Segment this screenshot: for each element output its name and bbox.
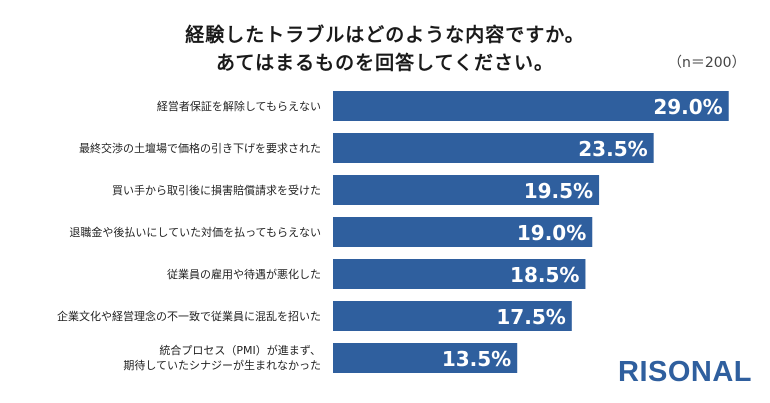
category-label: 経営者保証を解除してもらえない <box>157 99 321 113</box>
category-label: 退職金や後払いにしていた対価を払ってもらえない <box>69 225 321 239</box>
category-label: 企業文化や経営理念の不一致で従業員に混乱を招いた <box>57 309 321 323</box>
bar <box>333 259 586 289</box>
risonal-logo: RISONAL <box>618 356 752 388</box>
category-label: 期待していたシナジーが生まれなかった <box>123 358 321 372</box>
bar <box>333 133 654 163</box>
category-label: 最終交渉の土壇場で価格の引き下げを要求された <box>79 141 321 155</box>
chart-title-line-1: 経験したトラブルはどのような内容ですか。 <box>185 24 585 46</box>
category-label: 統合プロセス（PMI）が進まず、 <box>159 343 321 357</box>
category-label: 従業員の雇用や待遇が悪化した <box>167 267 321 281</box>
bar <box>333 301 572 331</box>
bar-value-label: 19.5% <box>524 179 593 203</box>
bar-value-label: 17.5% <box>496 305 565 329</box>
bar <box>333 343 518 373</box>
bar-value-label: 18.5% <box>510 263 579 287</box>
category-label: 買い手から取引後に損害賠償請求を受けた <box>112 183 321 197</box>
bar <box>333 91 729 121</box>
bar <box>333 217 593 247</box>
chart-title-line-2: あてはまるものを回答してください。 <box>215 52 555 74</box>
bar-value-label: 23.5% <box>578 137 647 161</box>
bar-value-label: 19.0% <box>517 221 586 245</box>
bar-value-label: 13.5% <box>442 347 511 371</box>
bar-value-label: 29.0% <box>653 95 722 119</box>
bar <box>333 175 600 205</box>
sample-size-note: （n＝200） <box>668 55 746 71</box>
